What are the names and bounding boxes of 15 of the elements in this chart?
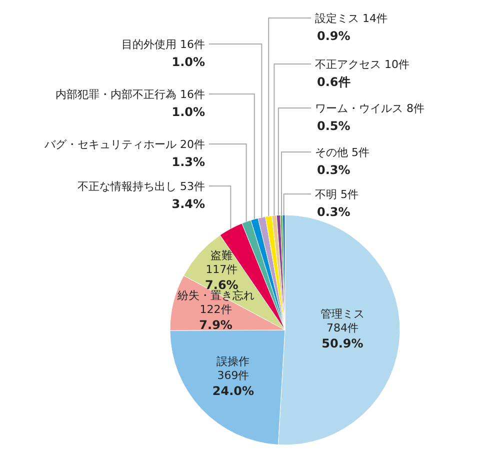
slice-label: 盗難: [210, 249, 233, 262]
slice-label: その他 5件 0.3%: [315, 146, 370, 177]
slice-label: 不明 5件 0.3%: [315, 188, 358, 219]
slice-label: 管理ミス: [320, 308, 364, 321]
slice-label: 不正アクセス 10件 0.6件: [315, 58, 410, 89]
slice-label: バグ・セキュリティホール 20件 1.3%: [44, 138, 205, 169]
slice-label: ワーム・ウイルス 8件 0.5%: [315, 102, 424, 133]
slice-label: 誤操作: [216, 355, 250, 368]
slice-label: 不正な情報持ち出し 53件 3.4%: [78, 180, 205, 211]
data-label: 369件 24.0%: [212, 369, 254, 398]
data-label: 122件 7.9%: [199, 302, 232, 332]
slice-label: 目的外使用 16件 1.0%: [122, 38, 205, 69]
slice-label: 内部犯罪・内部不正行為 16件 1.0%: [56, 88, 205, 119]
slice-label: 設定ミス 14件 0.9%: [315, 12, 388, 43]
data-label: 784件 50.9%: [322, 322, 364, 351]
